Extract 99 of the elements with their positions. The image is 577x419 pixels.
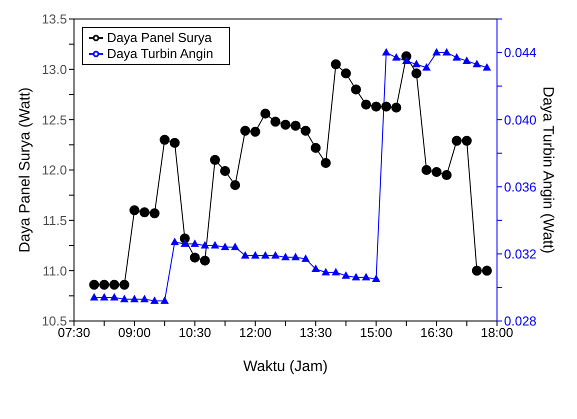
point bbox=[140, 294, 149, 302]
point bbox=[220, 166, 230, 176]
point bbox=[291, 252, 300, 260]
point bbox=[190, 239, 200, 247]
point bbox=[170, 238, 179, 246]
point bbox=[312, 264, 320, 272]
point bbox=[382, 48, 390, 56]
y-tick-label: 12.5 bbox=[42, 112, 67, 128]
point bbox=[482, 63, 492, 71]
point bbox=[412, 60, 421, 68]
x-tick-label: 10:30 bbox=[178, 325, 212, 340]
point bbox=[352, 272, 360, 280]
x-tick-label: 15:00 bbox=[360, 325, 392, 340]
point bbox=[332, 268, 340, 276]
point bbox=[270, 116, 280, 127]
point bbox=[150, 296, 159, 304]
point bbox=[180, 239, 189, 247]
point bbox=[110, 293, 118, 301]
point bbox=[100, 293, 108, 301]
point bbox=[442, 48, 451, 56]
point bbox=[301, 254, 310, 262]
y2-tick-label: 0.044 bbox=[504, 45, 537, 60]
point bbox=[351, 84, 361, 94]
point bbox=[119, 280, 130, 290]
point bbox=[130, 294, 139, 302]
point bbox=[371, 102, 382, 112]
point bbox=[281, 252, 290, 260]
point bbox=[160, 296, 169, 304]
y2-tick-label: 0.040 bbox=[504, 112, 537, 128]
x-tick-label: 16:30 bbox=[420, 325, 453, 340]
point bbox=[432, 167, 442, 178]
y-tick-label: 11.5 bbox=[42, 212, 67, 228]
point bbox=[381, 102, 392, 112]
point bbox=[99, 280, 110, 290]
point bbox=[472, 60, 482, 68]
point bbox=[462, 56, 471, 64]
point bbox=[240, 126, 250, 136]
point bbox=[452, 53, 461, 61]
point bbox=[251, 251, 260, 259]
x-tick-label: 12:00 bbox=[239, 325, 272, 340]
point bbox=[150, 208, 160, 218]
point bbox=[129, 205, 140, 216]
point bbox=[411, 68, 422, 78]
point bbox=[322, 268, 330, 276]
point bbox=[210, 241, 220, 248]
point bbox=[280, 120, 290, 130]
x-tick-label: 09:00 bbox=[118, 325, 151, 340]
y-axis-title: Daya Panel Surya (Watt) bbox=[16, 87, 34, 253]
point bbox=[200, 256, 210, 266]
point bbox=[320, 158, 331, 168]
point bbox=[472, 266, 482, 276]
point bbox=[89, 280, 100, 290]
y2-tick-label: 0.036 bbox=[504, 179, 537, 194]
point bbox=[300, 126, 311, 136]
point bbox=[310, 142, 321, 153]
x-tick-label: 13:30 bbox=[299, 325, 332, 340]
point bbox=[340, 68, 351, 78]
point bbox=[442, 170, 452, 180]
point bbox=[120, 294, 129, 302]
point bbox=[452, 136, 462, 146]
y-tick-label: 11.0 bbox=[42, 263, 67, 278]
point bbox=[250, 126, 260, 137]
y2-axis-title: Daya Turbin Angin (Watt) bbox=[540, 86, 557, 254]
point bbox=[170, 138, 180, 148]
point bbox=[271, 251, 280, 259]
y2-tick-label: 0.032 bbox=[504, 246, 537, 262]
point bbox=[392, 53, 400, 61]
point bbox=[230, 180, 240, 190]
point bbox=[372, 274, 380, 282]
y-tick-label: 13.5 bbox=[42, 12, 67, 27]
point bbox=[109, 280, 120, 290]
point bbox=[230, 242, 240, 250]
point bbox=[391, 102, 402, 113]
point bbox=[462, 136, 472, 146]
point bbox=[342, 271, 350, 279]
point bbox=[482, 266, 492, 276]
point bbox=[402, 56, 411, 64]
point bbox=[432, 48, 441, 56]
legend-label: Daya Turbin Angin bbox=[107, 46, 214, 61]
x-axis-title: Waktu (Jam) bbox=[243, 358, 328, 375]
point bbox=[362, 272, 370, 280]
point bbox=[200, 241, 210, 248]
legend-label: Daya Panel Surya bbox=[107, 30, 212, 45]
point bbox=[160, 134, 170, 145]
point bbox=[261, 251, 270, 259]
point bbox=[90, 293, 98, 301]
point bbox=[210, 154, 220, 165]
point bbox=[260, 108, 270, 119]
point bbox=[361, 100, 372, 110]
point bbox=[241, 251, 250, 259]
point bbox=[422, 165, 432, 175]
point bbox=[140, 207, 150, 218]
point bbox=[190, 252, 200, 263]
point bbox=[220, 242, 230, 250]
y-tick-label: 12.0 bbox=[42, 162, 67, 178]
point bbox=[422, 63, 431, 71]
point bbox=[290, 120, 301, 131]
y-tick-label: 13.0 bbox=[42, 62, 67, 77]
point bbox=[330, 59, 341, 70]
